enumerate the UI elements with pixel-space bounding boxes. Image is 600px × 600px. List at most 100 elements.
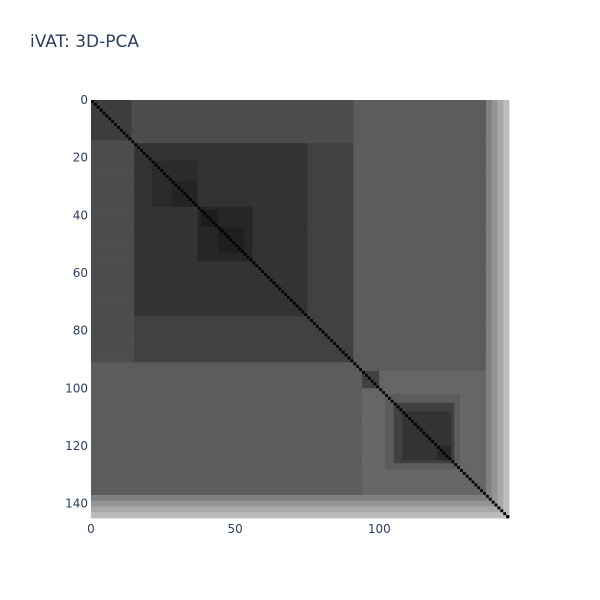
heatmap-cell [91, 388, 363, 392]
heatmap-cell [497, 203, 504, 208]
heatmap-cell [134, 177, 152, 182]
heatmap-cell [485, 304, 493, 308]
heatmap-cell [485, 278, 493, 283]
heatmap-cell [353, 195, 487, 199]
heatmap-cell [491, 451, 498, 455]
heatmap-cell [307, 284, 354, 288]
heatmap-cell [497, 454, 504, 458]
heatmap-cell [145, 151, 308, 156]
heatmap-cell [491, 154, 498, 159]
heatmap-cell [491, 125, 498, 130]
heatmap-cell [485, 457, 493, 461]
heatmap-cell [491, 468, 498, 473]
heatmap-cell [491, 365, 498, 369]
heatmap-cell [307, 198, 354, 202]
heatmap-cell [485, 437, 493, 441]
heatmap-cell [91, 365, 357, 369]
heatmap-cell [491, 278, 498, 283]
heatmap-cell [485, 192, 493, 196]
heatmap-cell [485, 356, 493, 360]
heatmap-cell [393, 399, 461, 404]
heatmap-cell [451, 451, 455, 455]
heatmap-cell [503, 379, 510, 383]
heatmap-cell [353, 209, 487, 213]
heatmap-cell [491, 431, 498, 435]
heatmap-cell [485, 149, 493, 153]
heatmap-cell [485, 111, 493, 115]
heatmap-cell [217, 209, 253, 213]
heatmap-cell [353, 180, 487, 184]
heatmap-cell [385, 463, 455, 467]
heatmap-cell [134, 218, 199, 222]
heatmap-cell [134, 301, 294, 306]
heatmap-cell [503, 319, 510, 323]
heatmap-cell [497, 460, 504, 464]
heatmap-cell [134, 166, 152, 170]
heatmap-cell [497, 471, 504, 476]
heatmap-cell [413, 422, 418, 427]
heatmap-cell [376, 385, 380, 389]
heatmap-cell [503, 163, 510, 167]
heatmap-cell [91, 382, 363, 386]
heatmap-cell [491, 492, 498, 496]
heatmap-cell [189, 195, 199, 199]
heatmap-cell [91, 123, 115, 127]
heatmap-cell [252, 247, 308, 251]
heatmap-cell [353, 117, 487, 121]
heatmap-cell [307, 143, 354, 147]
heatmap-cell [497, 215, 504, 219]
heatmap-cell [310, 316, 354, 320]
heatmap-cell [497, 440, 504, 444]
heatmap-cell [353, 264, 487, 268]
heatmap-cell [497, 125, 504, 130]
heatmap-cell [442, 448, 452, 453]
heatmap-cell [491, 477, 498, 481]
heatmap-cell [506, 515, 510, 519]
heatmap-cell [385, 466, 458, 470]
heatmap-cell [497, 362, 504, 366]
heatmap-cell [416, 425, 421, 430]
heatmap-cell [200, 221, 213, 225]
heatmap-cell [454, 402, 461, 406]
heatmap-cell [131, 137, 354, 141]
heatmap-cell [485, 195, 493, 199]
heatmap-cell [134, 316, 308, 320]
heatmap-cell [307, 301, 354, 306]
heatmap-cell [485, 474, 493, 479]
heatmap-cell [91, 212, 135, 216]
heatmap-cell [485, 252, 493, 257]
heatmap-cell [307, 310, 354, 314]
heatmap-cell [497, 290, 504, 294]
heatmap-cell [307, 229, 354, 233]
heatmap-cell [134, 347, 340, 352]
heatmap-cell [491, 209, 498, 213]
heatmap-cell [491, 120, 498, 124]
heatmap-cell [497, 166, 504, 170]
heatmap-cell [353, 275, 487, 280]
heatmap-cell [91, 480, 363, 484]
heatmap-cell [497, 336, 504, 340]
heatmap-cell [491, 255, 498, 259]
heatmap-cell [485, 431, 493, 435]
heatmap-cell [91, 503, 495, 507]
heatmap-cell [497, 238, 504, 242]
heatmap-cell [307, 275, 354, 280]
heatmap-cell [249, 258, 253, 262]
heatmap-cell [307, 232, 354, 236]
heatmap-cell [503, 324, 510, 329]
heatmap-cell [151, 166, 158, 170]
heatmap-cell [491, 310, 498, 314]
heatmap-cell [503, 192, 510, 196]
heatmap-cell [353, 359, 487, 363]
heatmap-cell [385, 440, 395, 444]
heatmap-cell [503, 140, 510, 144]
heatmap-cell [459, 402, 487, 406]
heatmap-cell [353, 105, 487, 110]
heatmap-cell [491, 454, 498, 458]
heatmap-cell [91, 454, 363, 458]
heatmap-cell [497, 218, 504, 222]
heatmap-cell [91, 100, 95, 104]
heatmap-cell [503, 333, 510, 337]
heatmap-cell [503, 226, 510, 231]
heatmap-cell [232, 238, 245, 242]
